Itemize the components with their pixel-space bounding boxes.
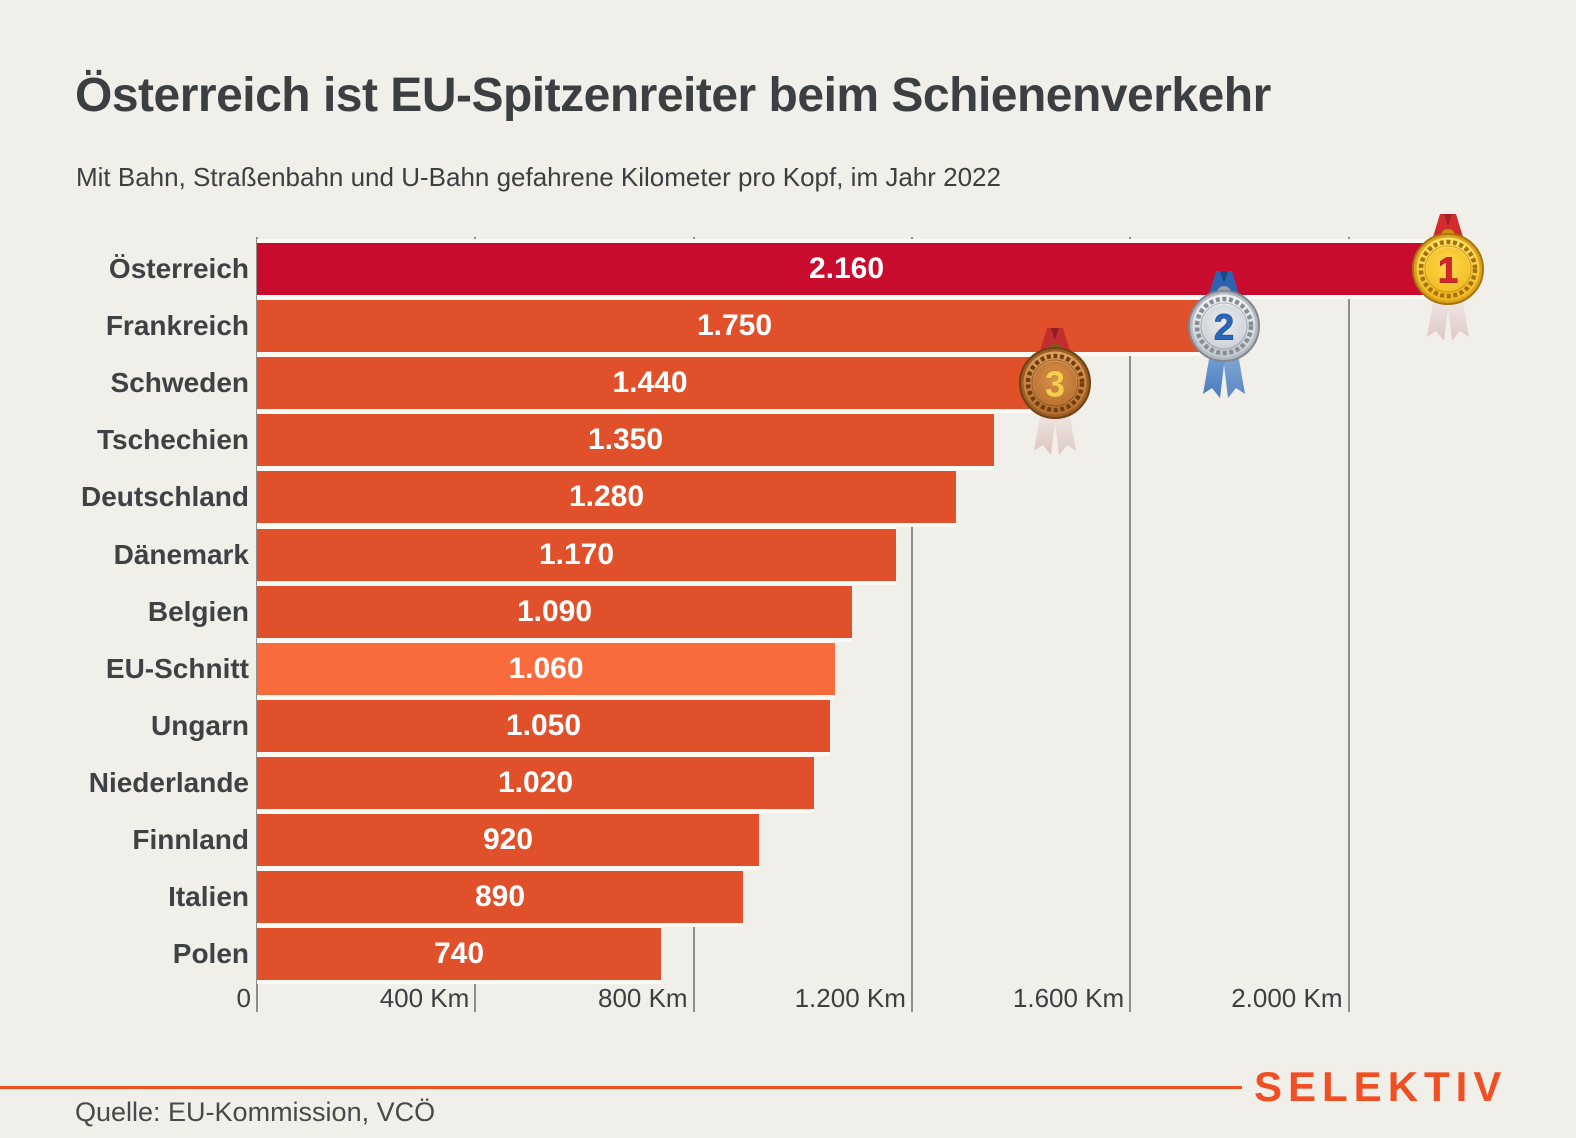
gridline [910, 237, 913, 1012]
x-axis-tick-label: 800 Km [597, 983, 688, 1013]
bar-eu-schnitt: 1.060 [257, 643, 835, 695]
bar-value-label: 1.060 [508, 652, 584, 685]
bar-deutschland: 1.280 [257, 471, 956, 523]
bar-value-label: 1.280 [568, 480, 645, 513]
bar-value-label: 1.050 [505, 709, 582, 742]
bar-value-label: 920 [482, 823, 534, 856]
gold-medal-icon: 1 [1398, 207, 1498, 347]
bar-ungarn: 1.050 [257, 700, 830, 752]
page-subtitle: Mit Bahn, Straßenbahn und U-Bahn gefahre… [76, 162, 1001, 192]
bar-value-label: 1.350 [587, 423, 664, 456]
svg-text:2: 2 [1214, 307, 1234, 348]
page-title: Österreich ist EU-Spitzenreiter beim Sch… [75, 69, 1271, 122]
svg-text:3: 3 [1045, 364, 1065, 405]
x-axis-tick-label: 1.200 Km [794, 983, 906, 1013]
category-label-schweden: Schweden [110, 367, 249, 398]
category-label-eu-schnitt: EU-Schnitt [105, 653, 249, 684]
bar-finnland: 920 [257, 814, 759, 866]
svg-text:1: 1 [1438, 250, 1458, 291]
silver-medal-icon: 2 [1174, 264, 1274, 404]
category-label-finnland: Finnland [132, 824, 249, 855]
bar-tschechien: 1.350 [257, 414, 994, 466]
category-label-ungarn: Ungarn [151, 710, 249, 741]
bar-value-label: 1.020 [497, 766, 574, 799]
selektiv-logo: SELEKTIV [1254, 1063, 1508, 1110]
bar-value-label: 890 [474, 880, 526, 913]
bar-schweden: 1.440 [257, 357, 1043, 409]
x-axis-tick-label: 2.000 Km [1231, 983, 1343, 1013]
bar--sterreich: 2.160 [257, 243, 1436, 295]
bar-value-label: 1.750 [696, 309, 773, 342]
footer-rule [0, 1086, 1242, 1089]
category-label--sterreich: Österreich [108, 253, 249, 284]
bar-belgien: 1.090 [257, 586, 852, 638]
bar-polen: 740 [257, 928, 661, 980]
x-axis-tick-label: 400 Km [379, 983, 470, 1013]
category-label-d-nemark: Dänemark [113, 539, 249, 570]
category-label-belgien: Belgien [147, 596, 249, 627]
category-label-polen: Polen [172, 938, 249, 969]
category-label-frankreich: Frankreich [105, 310, 249, 341]
bar-value-label: 2.160 [808, 252, 885, 285]
gridline [1347, 237, 1350, 1012]
source-note: Quelle: EU-Kommission, VCÖ [75, 1097, 436, 1127]
category-label-deutschland: Deutschland [80, 481, 249, 512]
bar-value-label: 1.440 [612, 366, 688, 399]
bar-value-label: 740 [433, 937, 485, 970]
bar-d-nemark: 1.170 [257, 529, 896, 581]
gridline [1129, 237, 1132, 1012]
bronze-medal-icon: 3 [1005, 321, 1105, 461]
bar-value-label: 1.090 [516, 595, 593, 628]
bar-value-label: 1.170 [538, 538, 615, 571]
bar-niederlande: 1.020 [257, 757, 814, 809]
category-label-italien: Italien [168, 881, 249, 912]
bar-italien: 890 [257, 871, 743, 923]
category-label-tschechien: Tschechien [97, 424, 249, 455]
x-axis-tick-label: 1.600 Km [1012, 983, 1125, 1013]
x-axis-tick-label: 0 [236, 983, 251, 1013]
category-label-niederlande: Niederlande [88, 767, 249, 798]
